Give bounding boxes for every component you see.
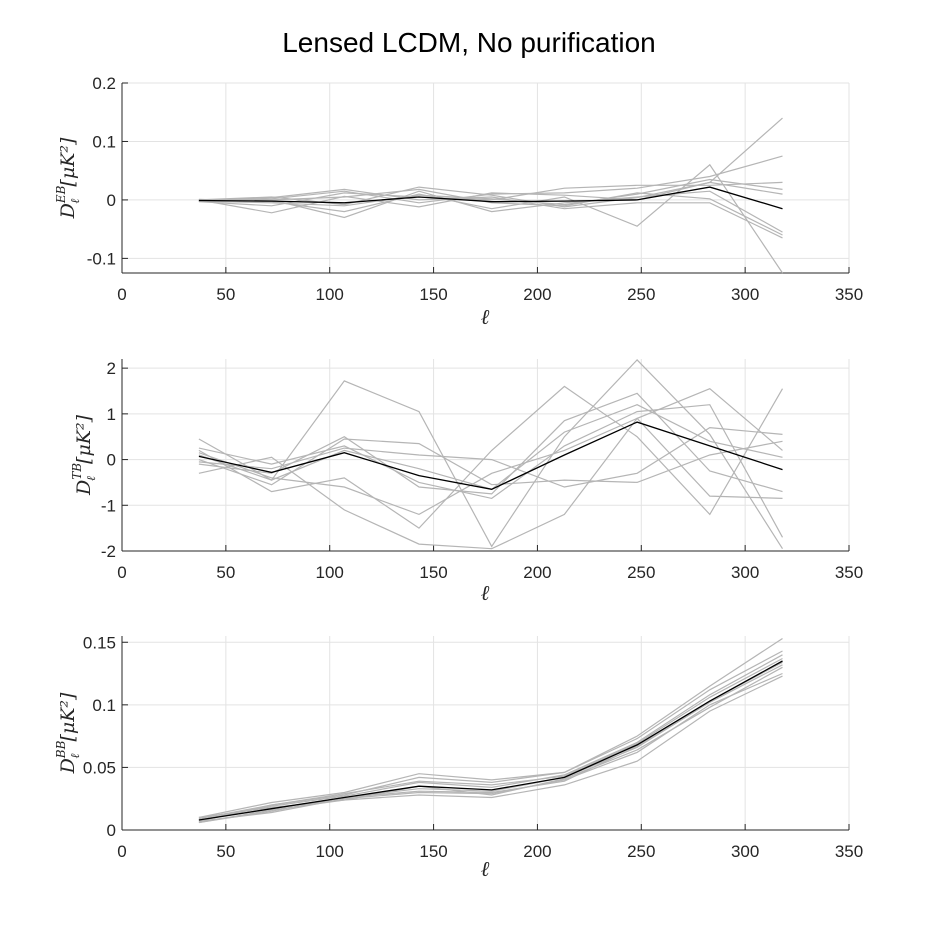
eb-simulation-line-8	[198, 178, 783, 207]
eb-y-tick-label-2: 0.1	[92, 132, 116, 151]
bb-ticks: 0 50 100 150 200 250 300 350 0 0.05 0.1 0.15	[83, 633, 863, 861]
eb-simulation-line-4	[198, 190, 783, 233]
bb-axes	[121, 636, 850, 831]
bb-y-tick-label-2: 0.1	[92, 696, 116, 715]
eb-simulation-line-1	[198, 155, 783, 204]
tb-simulation-line-2	[198, 385, 784, 529]
tb-x-tick-label-7: 350	[835, 563, 863, 582]
bb-simulation-line-8	[198, 661, 783, 824]
bb-simulation-line-5	[198, 664, 783, 821]
eb-x-tick-label-7: 350	[835, 285, 863, 304]
eb-y-tick-label-3: 0.2	[92, 74, 116, 93]
tb-y-axis-label: DTBℓ[μK²]	[70, 414, 98, 496]
eb-x-tick-label-5: 250	[627, 285, 655, 304]
eb-mean-line	[198, 186, 783, 210]
tb-simulation-line-0	[198, 359, 784, 550]
bb-x-tick-label-7: 350	[835, 842, 863, 861]
bb-simulation-line-3	[198, 672, 783, 822]
bb-y-tick-label-3: 0.15	[83, 633, 116, 652]
bb-y-axis-label: DBBℓ[μK²]	[54, 692, 82, 774]
bb-simulation-line-6	[198, 666, 783, 819]
eb-x-tick-label-3: 150	[419, 285, 447, 304]
bb-simulation-line-2	[198, 654, 783, 821]
tb-x-tick-label-5: 250	[627, 563, 655, 582]
tb-lines	[198, 359, 784, 550]
tb-y-tick-label-2: 0	[107, 451, 116, 470]
eb-y-axis-label: DEBℓ[μK²]	[54, 137, 82, 219]
tb-simulation-line-7	[198, 426, 783, 488]
tb-simulation-line-4	[198, 404, 784, 538]
tb-x-tick-label-6: 300	[731, 563, 759, 582]
tb-x-tick-label-3: 150	[419, 563, 447, 582]
tb-simulation-line-6	[198, 417, 783, 516]
bb-x-tick-label-1: 50	[216, 842, 235, 861]
tb-simulation-line-1	[198, 388, 783, 550]
eb-simulation-line-2	[198, 163, 783, 274]
chart-panel-tb: 0 50 100 150 200 250 300 350 -2 -1 0 1 2 ℓ DTBℓ[μK²]	[70, 359, 863, 605]
bb-x-axis-label: ℓ	[481, 857, 490, 881]
chart-panel-eb: 0 50 100 150 200 250 300 350-0.100.10.2 ℓ DEBℓ[…	[54, 74, 863, 329]
tb-x-axis-label: ℓ	[481, 581, 490, 605]
tb-axes	[121, 359, 850, 552]
bb-y-tick-label-0: 0	[107, 821, 116, 840]
eb-y-tick-label-0: -0.1	[87, 249, 116, 268]
tb-simulation-line-8	[198, 404, 783, 490]
tb-y-tick-label-3: 1	[107, 405, 116, 424]
eb-x-axis-label: ℓ	[481, 305, 490, 329]
tb-y-tick-label-4: 2	[107, 359, 116, 378]
bb-grid	[121, 636, 850, 831]
bb-x-tick-label-0: 0	[117, 842, 126, 861]
eb-axes	[121, 82, 850, 274]
bb-x-tick-label-3: 150	[419, 842, 447, 861]
eb-x-tick-label-0: 0	[117, 285, 126, 304]
tb-x-tick-label-0: 0	[117, 563, 126, 582]
eb-ticks: 0 50 100 150 200 250 300 350-0.100.10.2	[87, 74, 863, 304]
bb-y-tick-label-1: 0.05	[83, 758, 116, 777]
bb-x-tick-label-5: 250	[627, 842, 655, 861]
chart-panel-bb: 0 50 100 150 200 250 300 350 0 0.05 0.1 0.15 ℓ DBBℓ…	[54, 633, 863, 881]
tb-x-tick-label-1: 50	[216, 563, 235, 582]
bb-x-tick-label-2: 100	[316, 842, 344, 861]
bb-x-tick-label-4: 200	[523, 842, 551, 861]
bb-x-tick-label-6: 300	[731, 842, 759, 861]
bb-simulation-line-7	[198, 657, 783, 822]
eb-x-tick-label-4: 200	[523, 285, 551, 304]
eb-simulation-line-7	[198, 188, 783, 236]
tb-y-tick-label-1: -1	[101, 496, 116, 515]
tb-mean-line	[198, 421, 783, 490]
eb-simulation-line-6	[198, 181, 783, 214]
eb-grid	[121, 82, 850, 273]
tb-simulation-line-5	[198, 392, 783, 495]
tb-x-tick-label-2: 100	[316, 563, 344, 582]
figure-title: Lensed LCDM, No purification	[282, 27, 656, 58]
bb-lines	[198, 637, 783, 824]
bb-simulation-line-0	[198, 637, 783, 819]
eb-x-tick-label-6: 300	[731, 285, 759, 304]
tb-y-tick-label-0: -2	[101, 542, 116, 561]
eb-y-tick-label-1: 0	[107, 191, 116, 210]
tb-x-tick-label-4: 200	[523, 563, 551, 582]
eb-x-tick-label-2: 100	[316, 285, 344, 304]
eb-lines	[198, 117, 783, 274]
eb-x-tick-label-1: 50	[216, 285, 235, 304]
tb-ticks: 0 50 100 150 200 250 300 350 -2 -1 0 1 2	[101, 359, 863, 582]
bb-mean-line	[198, 660, 783, 821]
tb-simulation-line-3	[198, 438, 783, 486]
eb-simulation-line-5	[198, 188, 783, 239]
